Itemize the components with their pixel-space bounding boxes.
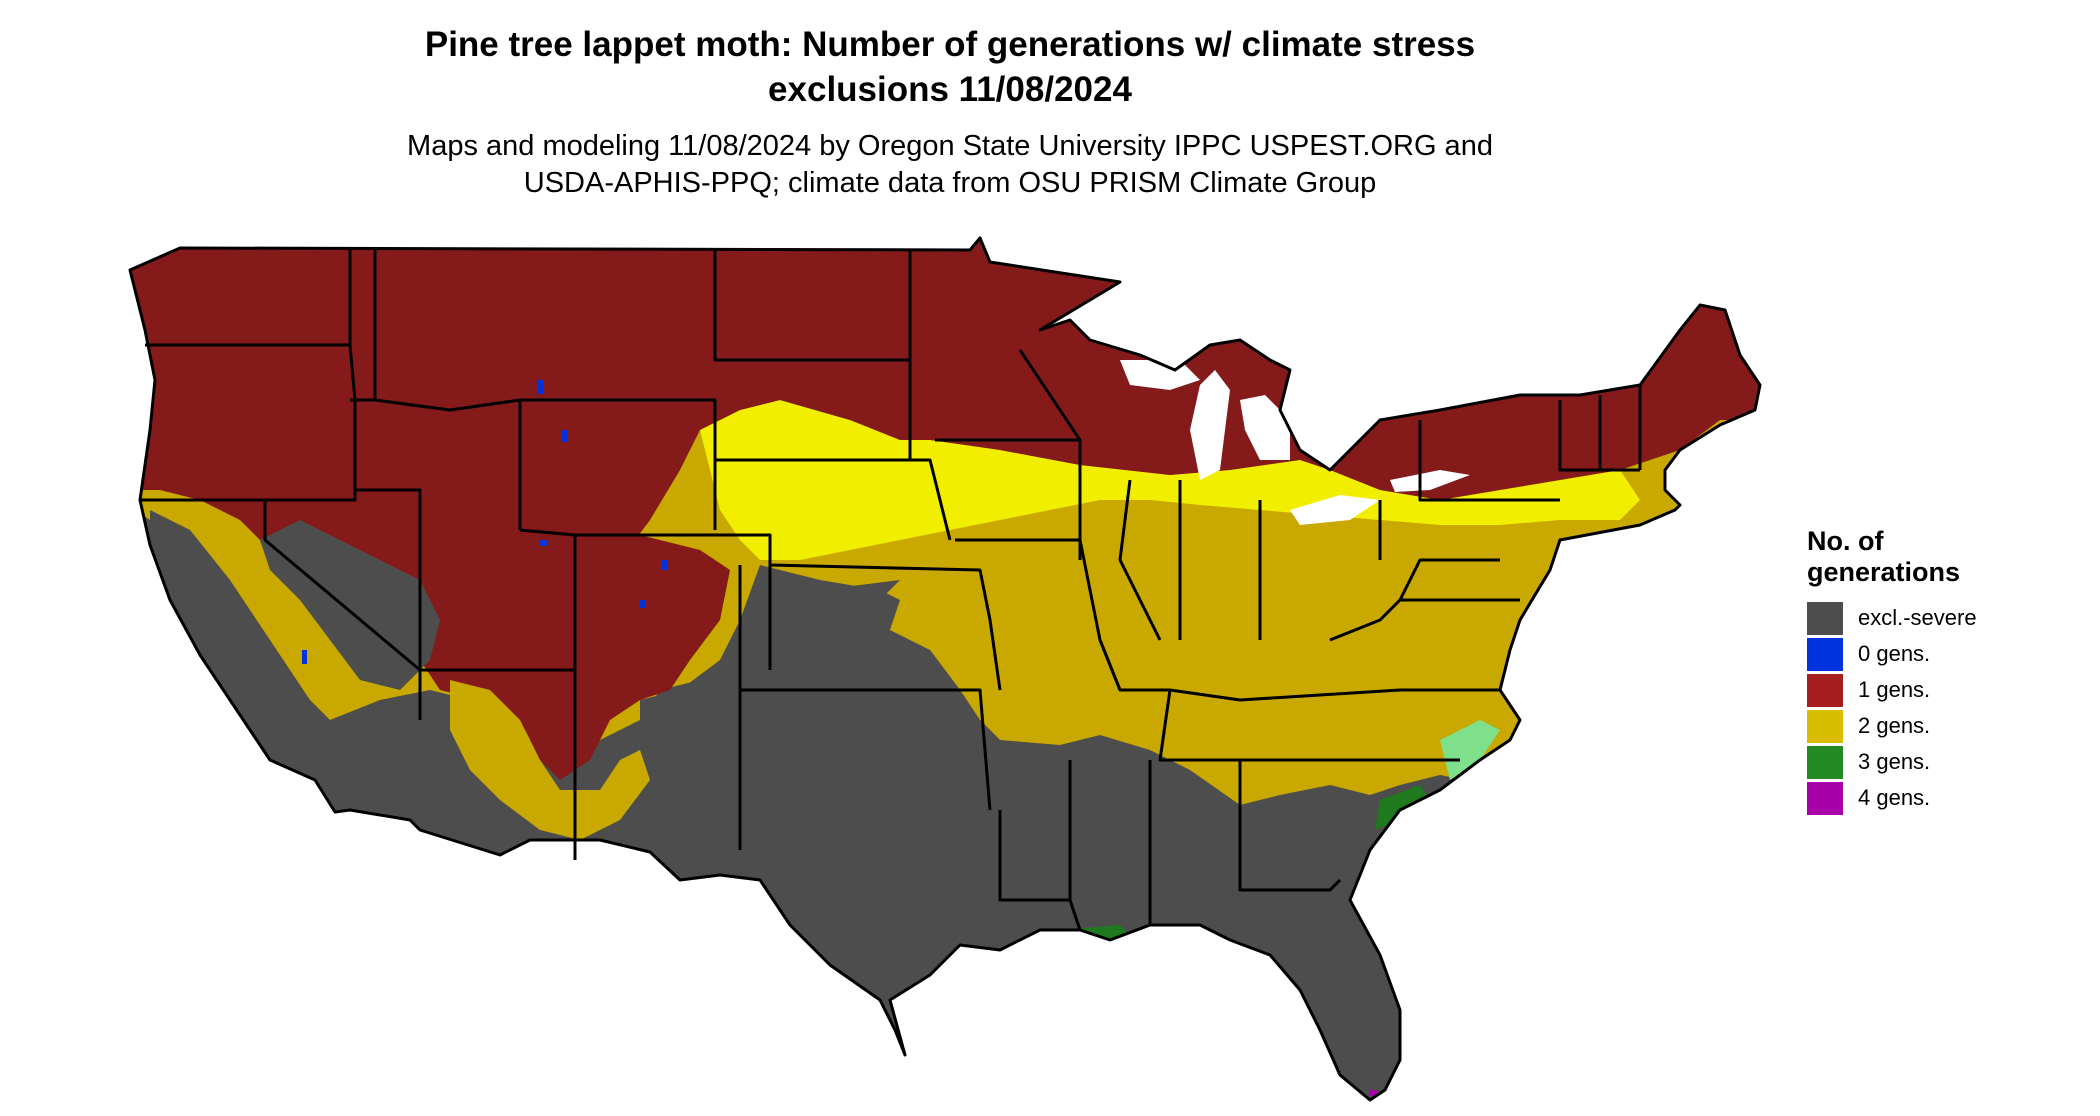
legend-swatch [1807,637,1843,671]
legend-swatch [1807,673,1843,707]
title-line-1: Pine tree lappet moth: Number of generat… [424,25,1476,64]
legend-item-0-gens: 0 gens. [1807,636,2067,672]
zone-excluded-south [640,565,1520,1100]
legend-swatch [1807,781,1843,815]
map-title: Pine tree lappet moth: Number of generat… [300,22,1600,112]
zone-1-gen-southwest [460,530,730,780]
legend-item-excluded: excl.-severe [1807,600,2067,636]
legend-label: 3 gens. [1858,749,1931,774]
state-borders [128,236,1762,1102]
zone-2-gens-arizona [450,680,650,840]
legend-title-line-1: No. of [1807,526,1884,556]
legend-swatch [1807,709,1843,743]
zone-2-gens-fringe [700,400,1640,560]
legend-item-3-gens: 3 gens. [1807,744,2067,780]
great-lakes [1120,360,1470,525]
legend-label: excl.-severe [1858,605,1977,630]
us-generations-map [128,236,1762,1102]
legend-title: No. of generations [1807,526,2067,588]
subtitle-line-1: Maps and modeling 11/08/2024 by Oregon S… [407,130,1493,162]
zone-0-gens-patches [302,380,668,664]
subtitle-line-2: USDA-APHIS-PPQ; climate data from OSU PR… [523,167,1377,199]
title-line-2: exclusions 11/08/2024 [768,70,1132,109]
map-subtitle: Maps and modeling 11/08/2024 by Oregon S… [300,128,1600,202]
legend-swatch [1807,601,1843,635]
zone-4-gens-patch [1370,1090,1378,1096]
legend-title-line-2: generations [1807,557,1961,587]
legend-item-1-gens: 1 gens. [1807,672,2067,708]
zone-excluded-west [150,510,310,760]
legend-label: 0 gens. [1858,641,1931,666]
legend-label: 1 gens. [1858,677,1931,702]
legend-label: 4 gens. [1858,785,1931,810]
legend-item-2-gens: 2 gens. [1807,708,2067,744]
zone-3-gens-coast-nc [1440,720,1500,780]
legend-item-4-gens: 4 gens. [1807,780,2067,816]
legend: No. of generations excl.-severe 0 gens. … [1807,526,2067,816]
legend-label: 2 gens. [1858,713,1931,738]
legend-swatch [1807,745,1843,779]
